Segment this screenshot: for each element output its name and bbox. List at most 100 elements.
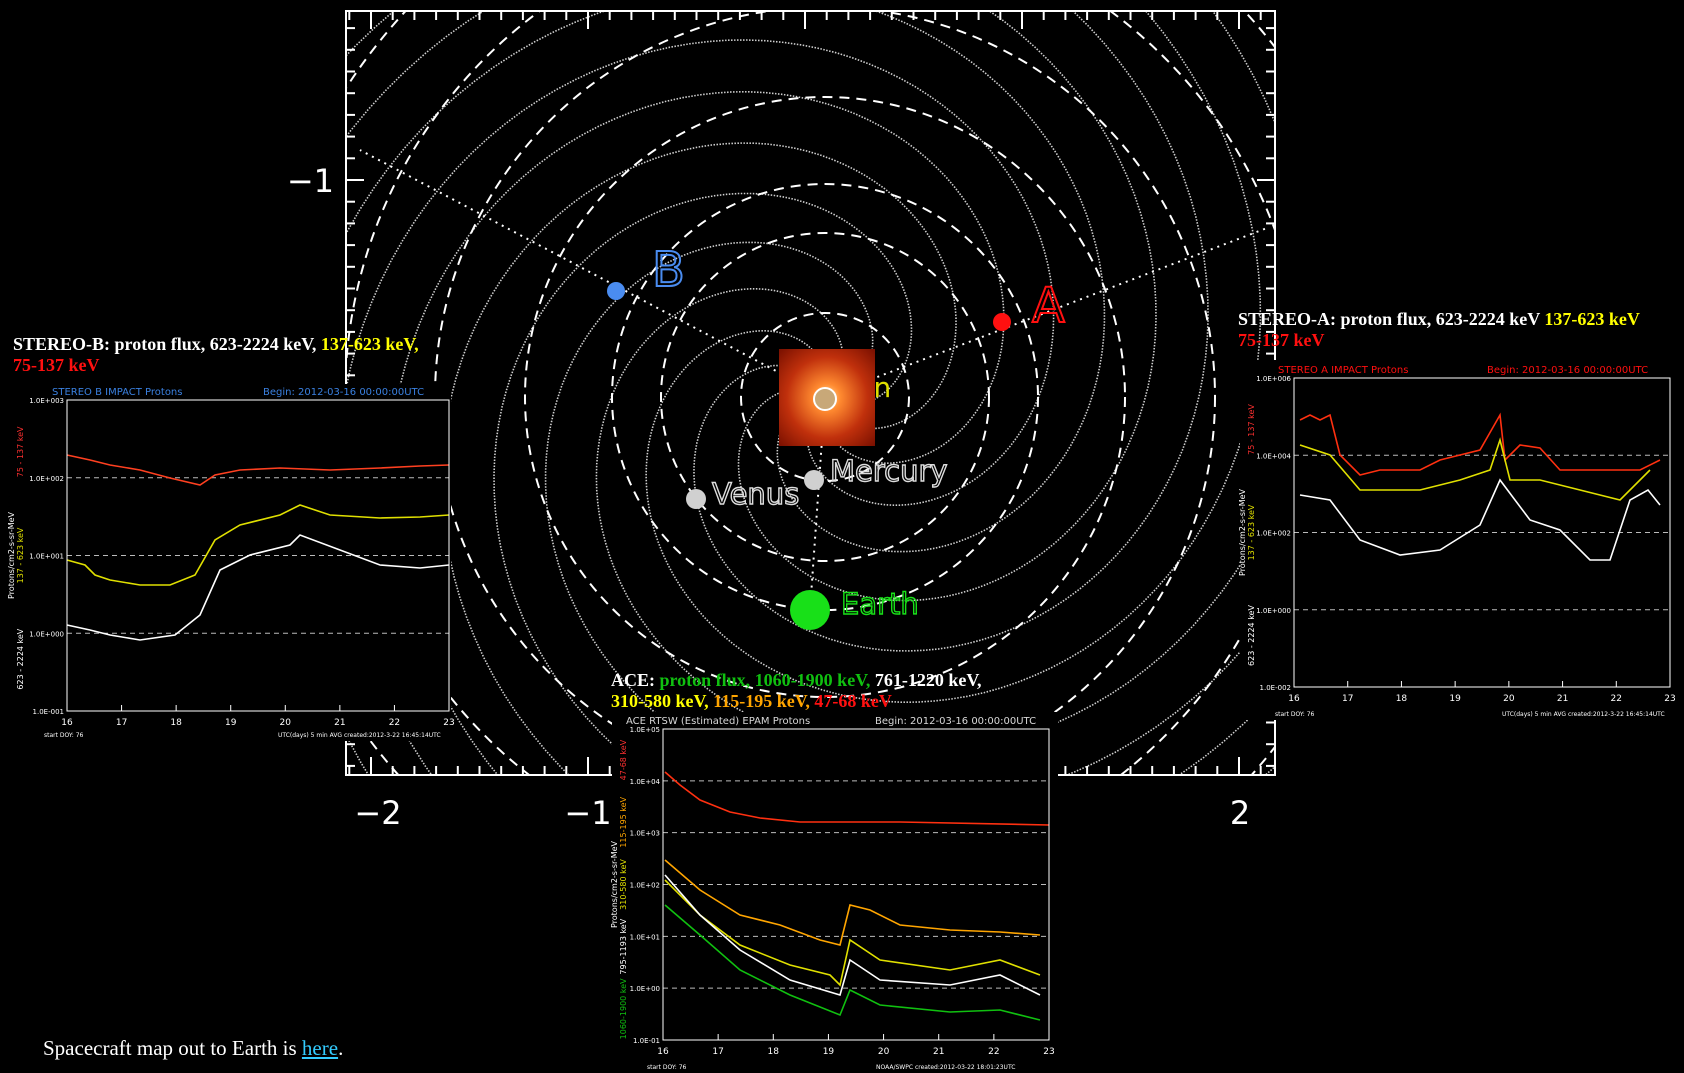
plot-title: STEREO B IMPACT Protons [52,387,182,398]
footer-right: NOAA/SWPC created:2012-03-22 18:01:23UTC [876,1064,1015,1071]
orbit-circle [660,232,990,562]
y-axis-label: 75 - 137 keV [16,426,25,477]
y-tick-label: 1.0E+002 [29,475,64,483]
y-tick-label: 1.0E+003 [29,397,64,405]
caption: 75-137 keV [13,355,100,375]
plot-image [612,712,1058,1073]
y-tick-label: 1.0E-01 [633,1037,660,1045]
y-tick-label: 1.0E+004 [1256,452,1291,460]
y-tick-label: 1.0E+02 [630,882,660,890]
footer-left: start DOY: 76 [1275,711,1315,718]
caption-part: 310-580 keV, [611,691,713,711]
body-label: A [1032,278,1065,334]
y-tick-label: −1 [287,162,334,200]
x-tick-label: 22 [389,718,400,728]
orbit-circle [524,96,1126,698]
caption-part: 137-623 keV [1544,309,1640,329]
orbit-circle [611,183,1039,611]
x-tick-label: 23 [1043,1047,1054,1057]
y-axis-label: 1060-1900 keV [619,978,628,1039]
x-tick-label: 20 [280,718,292,728]
caption-part: 761-1220 keV, [875,670,982,690]
caption-part: 75-137 keV [13,355,100,375]
x-tick-label: 18 [1396,694,1408,704]
x-tick-label: 22 [1611,694,1622,704]
y-axis-label: 137 - 623 keV [16,527,25,583]
y-tick-label: 1.0E+000 [29,630,64,638]
x-tick-label: 2 [1230,794,1250,832]
trace [664,879,1041,987]
x-tick-label: 21 [933,1047,944,1057]
y-tick-label: 1.0E+000 [1256,607,1291,615]
caption-part: 137-623 keV, [321,334,419,354]
spiral [595,11,1275,755]
trace [664,904,1041,1021]
plot-panel: STEREO-A: proton flux, 623-2224 keV 137-… [1238,309,1684,720]
x-tick-label: 17 [712,1047,723,1057]
footer-text: Spacecraft map out to Earth is [43,1036,302,1060]
y-tick-label: 1.0E+05 [630,726,660,734]
y-axis-label: 75 - 137 keV [1247,404,1256,455]
y-tick-label: 1.0E+006 [1256,375,1291,383]
plot-image [9,384,451,741]
plot-panel: STEREO-B: proton flux, 623-2224 keV, 137… [7,334,455,741]
link[interactable]: here [301,1036,339,1060]
x-tick-label: 16 [1288,694,1300,704]
trace [66,504,450,586]
plot-panel: ACE: proton flux, 1060-1900 keV, 761-122… [610,670,1058,1073]
planet [790,590,830,630]
y-axis-units: Protons/cm2-s-sr-MeV [1238,488,1247,576]
sun-disk [813,387,837,411]
x-tick-label: 17 [1342,694,1353,704]
trace [1299,478,1661,561]
y-tick-label: 1.0E+01 [630,933,660,941]
y-axis-label: 623 - 2224 keV [16,628,25,689]
sight-line [824,227,1268,398]
footer: Spacecraft map out to Earth is here. [43,1036,343,1061]
caption: 75-137 keV [1238,330,1325,350]
caption-part: 75-137 keV [1238,330,1325,350]
y-axis-label: 115-195 keV [619,796,628,847]
plot-begin: Begin: 2012-03-16 00:00:00UTC [263,387,424,398]
trace [1299,437,1651,501]
caption-part: STEREO-A: proton flux, 623-2224 keV [1238,309,1544,329]
x-tick-label: −2 [354,794,401,832]
plot-title: STEREO A IMPACT Protons [1278,365,1408,376]
body-label: B [652,242,685,298]
spacecraft [993,313,1011,331]
trace [664,771,1050,826]
x-tick-label: 21 [1557,694,1568,704]
x-tick-label: 20 [1503,694,1515,704]
x-tick-label: 23 [1664,694,1675,704]
y-tick-label: 1.0E-001 [33,708,64,716]
footer-left: start DOY: 76 [647,1064,687,1071]
y-axis-units: Protons/cm2-s-sr-MeV [610,840,619,928]
orbit-circle [740,312,910,482]
plot-frame [662,728,1050,1041]
caption-part: proton flux, 1060-1900 keV, [660,670,875,690]
caption: 310-580 keV, 115-195 keV, 47-68 keV [611,691,892,711]
caption-part: STEREO-B: proton flux, 623-2224 keV, [13,334,321,354]
panels: STEREO-B: proton flux, 623-2224 keV, 137… [7,309,1684,1073]
footer-right: UTC(days) 5 min AVG created:2012-3-22 16… [278,732,441,739]
x-tick-label: 19 [823,1047,835,1057]
plot-frame [66,399,450,712]
trace [664,874,1041,996]
body-label: Mercury [830,454,948,488]
trace [66,534,450,641]
x-tick-label: 20 [878,1047,890,1057]
x-tick-label: 16 [657,1047,669,1057]
body-label: Venus [712,477,799,511]
plot-begin: Begin: 2012-03-16 00:00:00UTC [1487,365,1648,376]
plot-frame [1293,377,1671,688]
y-tick-label: 1.0E+03 [630,830,660,838]
y-axis-label: 47-68 keV [619,739,628,780]
x-tick-label: 16 [61,718,73,728]
caption: STEREO-B: proton flux, 623-2224 keV, 137… [13,334,419,354]
caption-part: 115-195 keV, [713,691,814,711]
caption: ACE: proton flux, 1060-1900 keV, 761-122… [611,670,982,690]
planet [686,489,706,509]
trace [1299,412,1661,476]
